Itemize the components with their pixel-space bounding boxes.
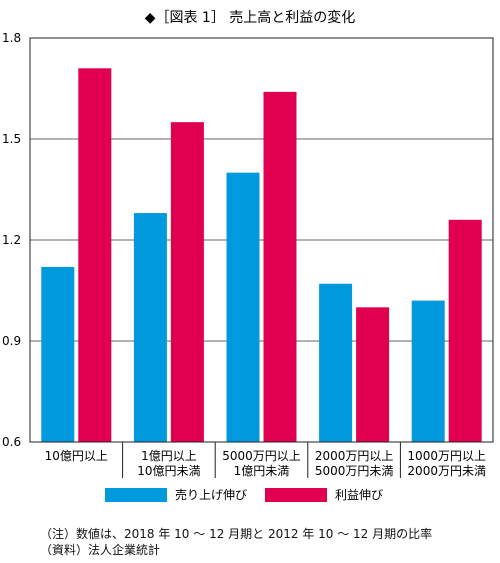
bar	[226, 172, 260, 442]
y-tick-label: 1.5	[2, 132, 21, 146]
y-tick-label: 0.9	[2, 334, 21, 348]
y-tick-label: 1.2	[2, 233, 21, 247]
bar	[356, 307, 390, 442]
x-tick-label: 10億円未満	[137, 464, 200, 478]
chart-title: ◆［図表 1］ 売上高と利益の変化	[145, 9, 356, 26]
bar	[319, 283, 353, 442]
legend-label: 売り上げ伸び	[175, 487, 247, 502]
legend: 売り上げ伸び 利益伸び	[105, 487, 383, 502]
x-tick-label: 1000万円以上	[407, 449, 486, 463]
x-tick-label: 1億円以上	[141, 449, 197, 463]
x-tick-label: 1億円未満	[234, 464, 290, 478]
legend-swatch	[265, 488, 327, 502]
x-tick-label: 2000万円未満	[407, 464, 486, 478]
y-tick-label: 0.6	[2, 435, 21, 449]
bar	[263, 91, 297, 442]
source-note: （資料）法人企業統計	[40, 543, 161, 557]
legend-label: 利益伸び	[335, 488, 383, 502]
x-tick-label: 2000万円以上	[315, 449, 394, 463]
bar	[170, 122, 204, 443]
x-tick-label: 10億円以上	[45, 449, 108, 463]
bar	[133, 213, 167, 442]
bar	[448, 219, 482, 442]
bar	[411, 300, 445, 442]
bar	[78, 68, 112, 443]
axes	[29, 37, 494, 478]
bars	[41, 68, 482, 443]
x-tick-label: 5000万円未満	[315, 464, 394, 478]
bar	[41, 266, 75, 442]
plot-frame	[29, 37, 494, 443]
footnote: （注）数値は、2018 年 10 ～ 12 月期と 2012 年 10 ～ 12…	[40, 527, 433, 541]
y-tick-label: 1.8	[2, 31, 21, 45]
x-tick-label: 5000万円以上	[222, 449, 301, 463]
legend-swatch	[105, 488, 167, 502]
